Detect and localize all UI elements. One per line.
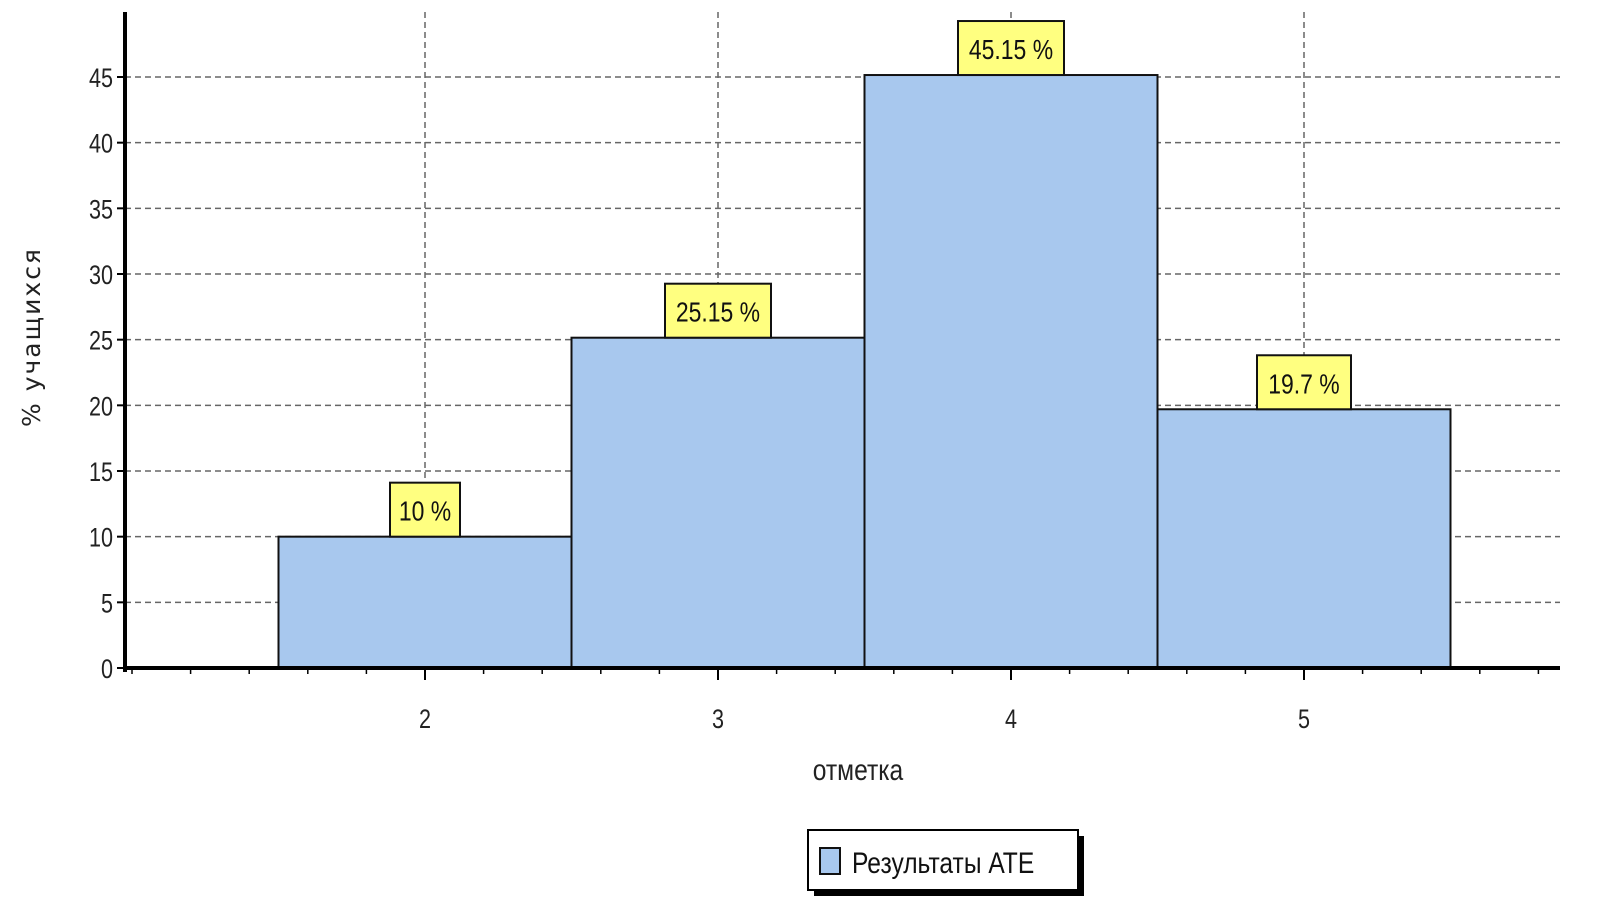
y-tick-label: 35 xyxy=(89,195,113,225)
x-tick-label: 3 xyxy=(712,705,724,735)
data-labels: 10 % 25.15 % 45.15 % 19.7 % xyxy=(389,20,1352,538)
legend-label: Результаты АТЕ xyxy=(852,846,1034,880)
data-label-box xyxy=(389,481,461,538)
bars xyxy=(277,74,1452,670)
y-tick-label: 30 xyxy=(89,261,113,291)
data-label-box xyxy=(957,20,1065,77)
data-label: 45.15 % xyxy=(969,35,1053,66)
y-tick-label: 5 xyxy=(101,589,113,619)
y-tick-labels: 0 5 10 15 20 25 30 35 40 45 xyxy=(89,64,113,685)
data-label: 19.7 % xyxy=(1268,369,1339,400)
bar xyxy=(570,336,866,669)
axes xyxy=(117,12,1560,680)
y-axis-label: % учащихся xyxy=(17,247,46,427)
x-tick-labels: 2 3 4 5 xyxy=(419,705,1310,735)
bar xyxy=(277,535,573,670)
y-tick-label: 45 xyxy=(89,64,113,94)
y-tick-label: 0 xyxy=(101,655,113,685)
data-label: 10 % xyxy=(399,497,451,528)
data-label-box xyxy=(1256,354,1352,411)
legend-box xyxy=(807,829,1079,891)
y-tick-label: 40 xyxy=(89,129,113,159)
legend-swatch xyxy=(819,847,841,875)
bar xyxy=(1156,408,1452,669)
x-tick-label: 2 xyxy=(419,705,431,735)
y-tick-label: 25 xyxy=(89,326,113,356)
data-label-box xyxy=(664,282,772,339)
y-tick-label: 10 xyxy=(89,523,113,553)
x-tick-label: 4 xyxy=(1005,705,1017,735)
bar xyxy=(863,74,1159,669)
x-axis-label: отметка xyxy=(813,753,904,787)
y-tick-label: 20 xyxy=(89,392,113,422)
legend: Результаты АТЕ xyxy=(807,829,1084,896)
x-tick-label: 5 xyxy=(1298,705,1310,735)
data-label: 25.15 % xyxy=(676,298,760,329)
y-tick-label: 15 xyxy=(89,458,113,488)
